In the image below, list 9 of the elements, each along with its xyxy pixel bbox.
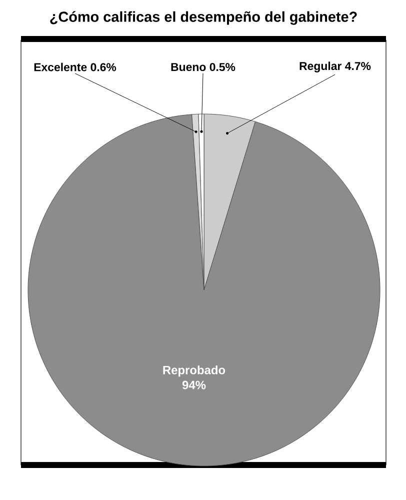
data-label: 0.6% bbox=[90, 63, 116, 72]
data-label: 94% bbox=[182, 380, 206, 390]
slice-label: Excelente bbox=[34, 62, 87, 72]
data-label: 4.7% bbox=[345, 62, 371, 70]
slice-label: Reprobado bbox=[163, 366, 226, 377]
chart-title: ¿Cómo calificas el desempeño del gabinete? bbox=[50, 11, 357, 25]
slice-label: Bueno bbox=[171, 63, 206, 72]
slice-label: Regular bbox=[300, 62, 342, 72]
data-label: 0.5% bbox=[210, 62, 236, 72]
